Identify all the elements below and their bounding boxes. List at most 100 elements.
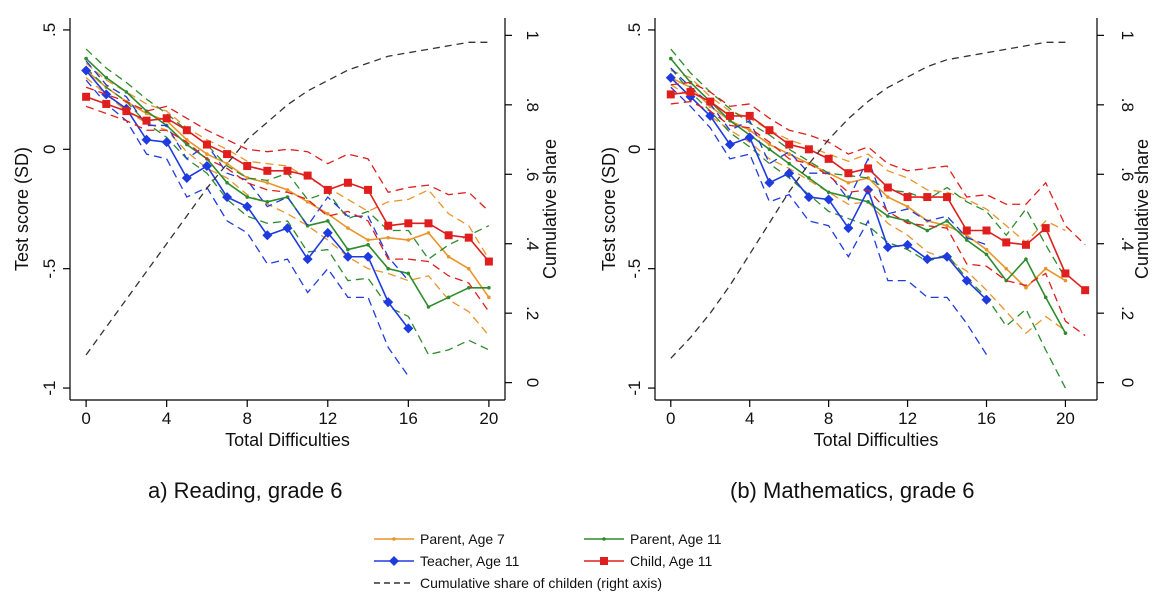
y-tick-label: .5	[40, 23, 59, 37]
data-point	[464, 233, 473, 242]
data-point	[285, 188, 290, 192]
data-point	[942, 251, 953, 262]
data-point	[282, 223, 293, 234]
x-tick-label: 4	[162, 409, 171, 428]
data-point	[886, 214, 890, 218]
series-line	[670, 77, 988, 301]
data-point	[846, 180, 851, 185]
data-point	[1004, 278, 1009, 283]
caption-mathematics: (b) Mathematics, grade 6	[730, 478, 975, 503]
data-point	[302, 254, 313, 265]
x-tick-label: 12	[318, 409, 337, 428]
data-point	[444, 231, 453, 240]
ci-upper-line	[85, 62, 490, 260]
data-point	[1024, 285, 1028, 290]
data-point	[844, 169, 853, 178]
data-point	[104, 75, 109, 80]
data-point	[724, 139, 735, 150]
data-point	[403, 323, 414, 334]
data-point	[386, 266, 390, 271]
legend-label: Cumulative share of childen (right axis)	[420, 575, 662, 591]
data-point	[765, 126, 774, 135]
data-point	[764, 177, 775, 188]
data-point	[824, 154, 833, 163]
y2-tick-label: .8	[523, 98, 542, 112]
data-point	[265, 180, 270, 185]
data-point	[466, 266, 471, 271]
data-point	[182, 126, 191, 135]
data-point	[446, 295, 451, 300]
data-point	[886, 195, 890, 199]
series-parent-age-11	[84, 48, 491, 356]
ci-lower-line	[85, 77, 490, 336]
data-point	[181, 172, 192, 183]
data-point	[785, 140, 794, 149]
data-point	[102, 99, 111, 108]
data-point	[665, 72, 676, 83]
data-point	[242, 201, 253, 212]
data-point	[866, 200, 870, 204]
ci-upper-line	[670, 48, 1066, 279]
legend-label: Child, Age 11	[630, 553, 713, 569]
x-tick-label: 16	[977, 409, 996, 428]
data-point	[1043, 295, 1048, 300]
data-point	[984, 247, 989, 252]
data-point	[426, 305, 431, 309]
data-point	[1024, 257, 1028, 261]
data-point	[1041, 224, 1050, 233]
y2-tick-label: 1	[523, 31, 542, 40]
series-line	[670, 91, 1086, 291]
data-point	[982, 226, 991, 235]
legend-swatch	[374, 537, 414, 541]
data-point	[283, 166, 292, 175]
data-point	[162, 114, 171, 123]
x-tick-label: 4	[745, 409, 754, 428]
data-point	[305, 200, 310, 204]
data-point	[223, 150, 232, 159]
data-point	[343, 178, 352, 187]
x-tick-label: 20	[479, 409, 498, 428]
data-point	[804, 145, 813, 154]
legend-label: Parent, Age 7	[420, 531, 505, 547]
data-point	[364, 185, 373, 194]
data-point	[943, 193, 952, 202]
y-tick-label: -1	[40, 381, 59, 396]
data-point	[864, 164, 873, 173]
series-parent-age-7	[84, 62, 491, 336]
data-point	[262, 230, 273, 241]
data-point	[446, 254, 451, 259]
data-point	[383, 297, 394, 308]
legend-swatch	[584, 557, 624, 565]
data-point	[1002, 238, 1011, 247]
data-point	[346, 247, 350, 252]
y-axis-label: Test score (SD)	[12, 147, 32, 271]
y-tick-label: 0	[40, 145, 59, 154]
y2-tick-label: 0	[1118, 378, 1137, 387]
ci-lower-line	[670, 86, 988, 355]
legend-item: Child, Age 11	[582, 550, 712, 572]
y-tick-label: 0	[625, 145, 644, 154]
data-point	[487, 295, 491, 300]
chart-panel-mathematics: 0 4 8 12 16 20 -1 -.5 0 .5 0 .2 .4 .6 .8 1 Total Difficu…	[599, 18, 1152, 450]
data-point	[945, 223, 949, 228]
y2-tick-label: .6	[1118, 167, 1137, 181]
data-point	[346, 226, 350, 230]
y-tick-label: -1	[625, 381, 644, 396]
x-tick-label: 16	[399, 409, 418, 428]
data-point	[882, 242, 893, 253]
legend-swatch	[374, 582, 414, 584]
data-point	[245, 195, 250, 199]
data-point	[686, 88, 695, 97]
data-point	[905, 219, 910, 223]
series-child-age-11	[666, 81, 1090, 337]
ci-upper-line	[670, 81, 1086, 246]
data-point	[424, 219, 433, 228]
y-tick-label: -.5	[625, 259, 644, 279]
data-point	[1021, 240, 1030, 249]
data-point	[902, 239, 913, 250]
legend-label: Teacher, Age 11	[420, 553, 520, 569]
ci-lower-line	[85, 105, 490, 313]
x-tick-label: 12	[898, 409, 917, 428]
cumulative-share-line	[85, 41, 489, 356]
series-cumulative-share-of-childen-right-axis	[670, 41, 1066, 359]
